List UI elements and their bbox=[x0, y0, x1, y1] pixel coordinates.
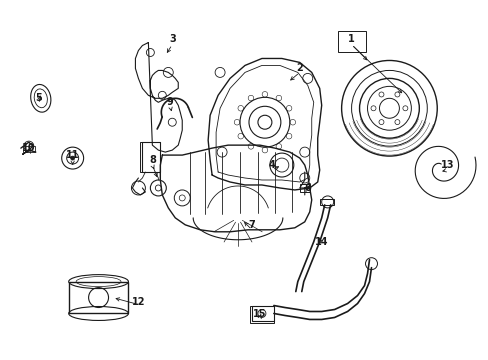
Bar bbox=[23, 146, 35, 152]
Text: 3: 3 bbox=[168, 33, 175, 44]
Text: 4: 4 bbox=[268, 160, 275, 170]
Bar bbox=[319, 199, 333, 205]
Text: 13: 13 bbox=[440, 160, 453, 170]
Bar bbox=[140, 142, 160, 172]
Text: 15: 15 bbox=[253, 310, 266, 319]
Bar bbox=[68, 282, 128, 314]
Bar bbox=[299, 184, 309, 192]
Text: 5: 5 bbox=[35, 93, 42, 103]
Text: 2: 2 bbox=[296, 63, 303, 73]
Text: 1: 1 bbox=[347, 33, 354, 44]
Text: 14: 14 bbox=[314, 237, 328, 247]
Text: 10: 10 bbox=[22, 143, 36, 153]
Bar bbox=[249, 306, 273, 323]
Circle shape bbox=[71, 156, 75, 160]
Bar bbox=[337, 31, 365, 53]
Bar bbox=[142, 142, 160, 172]
Bar bbox=[251, 306, 273, 321]
Text: 8: 8 bbox=[149, 155, 156, 165]
Text: 11: 11 bbox=[66, 150, 79, 160]
Text: 6: 6 bbox=[304, 183, 310, 193]
Text: 12: 12 bbox=[131, 297, 145, 306]
Text: 9: 9 bbox=[166, 97, 173, 107]
Text: 7: 7 bbox=[248, 220, 255, 230]
